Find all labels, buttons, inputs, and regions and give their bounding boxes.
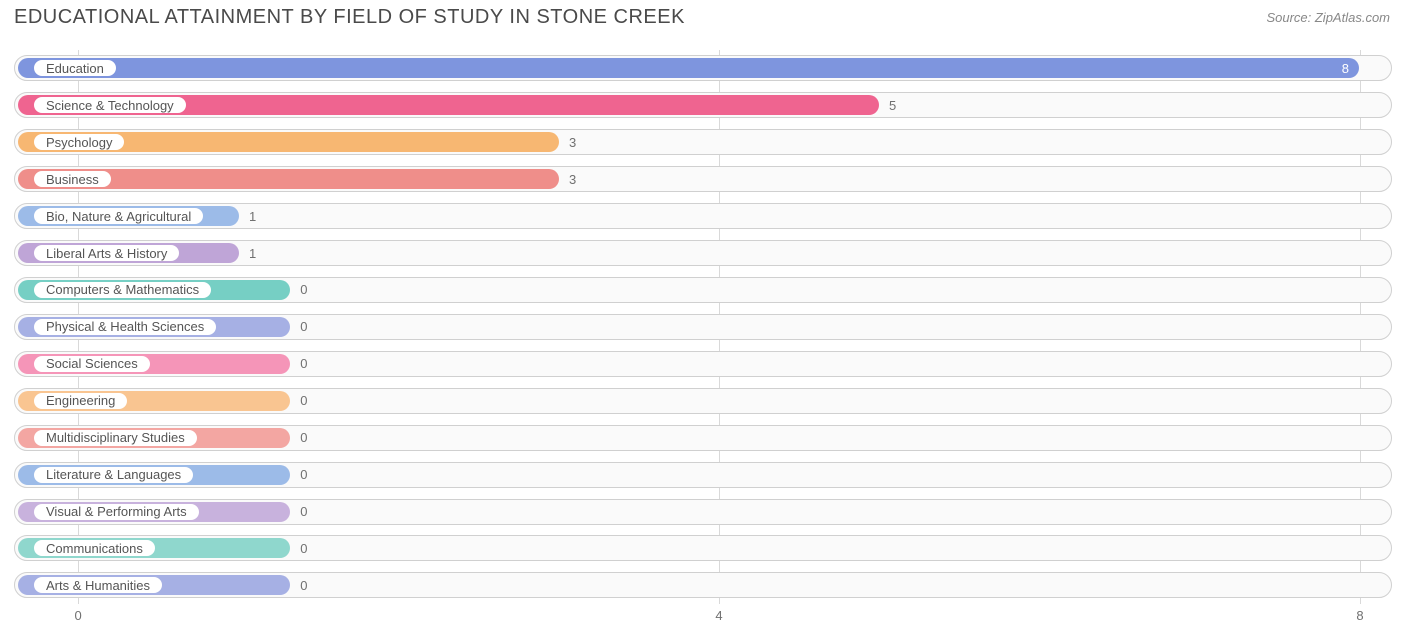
bar-category-label: Science & Technology <box>33 96 187 114</box>
bar-value-label: 0 <box>300 573 307 597</box>
bar-category-label: Liberal Arts & History <box>33 244 180 262</box>
bar-category-label: Education <box>33 59 117 77</box>
bar-value-label: 8 <box>1342 56 1349 80</box>
bar-category-label: Computers & Mathematics <box>33 281 212 299</box>
bar-row: Education 8 <box>14 55 1392 81</box>
bar-row: Business 3 <box>14 166 1392 192</box>
bar-row: Psychology 3 <box>14 129 1392 155</box>
bar-row: Multidisciplinary Studies 0 <box>14 425 1392 451</box>
bar-value-label: 5 <box>889 93 896 117</box>
bar-row: Communications 0 <box>14 535 1392 561</box>
bar-fill <box>18 58 1359 78</box>
bar-value-label: 3 <box>569 167 576 191</box>
bar-category-label: Multidisciplinary Studies <box>33 429 198 447</box>
bar-row: Visual & Performing Arts 0 <box>14 499 1392 525</box>
bar-value-label: 0 <box>300 315 307 339</box>
chart-plot-area: Education 8 Science & Technology 5 Psycholog… <box>14 50 1392 604</box>
bar-row: Liberal Arts & History 1 <box>14 240 1392 266</box>
bar-value-label: 0 <box>300 278 307 302</box>
bar-category-label: Social Sciences <box>33 355 151 373</box>
bar-row: Science & Technology 5 <box>14 92 1392 118</box>
bar-category-label: Psychology <box>33 133 125 151</box>
bar-category-label: Arts & Humanities <box>33 576 163 594</box>
bar-category-label: Bio, Nature & Agricultural <box>33 207 204 225</box>
bar-row: Engineering 0 <box>14 388 1392 414</box>
bar-row: Computers & Mathematics 0 <box>14 277 1392 303</box>
x-axis-tick: 8 <box>1356 608 1363 623</box>
bar-value-label: 0 <box>300 463 307 487</box>
bar-value-label: 0 <box>300 426 307 450</box>
source-attribution: Source: ZipAtlas.com <box>1266 10 1390 25</box>
bar-rows: Education 8 Science & Technology 5 Psycholog… <box>14 50 1392 604</box>
chart-title: EDUCATIONAL ATTAINMENT BY FIELD OF STUDY… <box>14 6 685 29</box>
bar-row: Arts & Humanities 0 <box>14 572 1392 598</box>
bar-category-label: Literature & Languages <box>33 466 194 484</box>
x-axis: 0 4 8 <box>14 608 1392 626</box>
bar-category-label: Physical & Health Sciences <box>33 318 217 336</box>
bar-value-label: 1 <box>249 241 256 265</box>
bar-category-label: Communications <box>33 539 156 557</box>
bar-category-label: Business <box>33 170 112 188</box>
bar-row: Social Sciences 0 <box>14 351 1392 377</box>
bar-row: Physical & Health Sciences 0 <box>14 314 1392 340</box>
bar-category-label: Visual & Performing Arts <box>33 503 200 521</box>
bar-value-label: 0 <box>300 389 307 413</box>
x-axis-tick: 0 <box>74 608 81 623</box>
bar-value-label: 0 <box>300 352 307 376</box>
bar-row: Bio, Nature & Agricultural 1 <box>14 203 1392 229</box>
bar-value-label: 3 <box>569 130 576 154</box>
bar-value-label: 1 <box>249 204 256 228</box>
bar-value-label: 0 <box>300 500 307 524</box>
bar-category-label: Engineering <box>33 392 128 410</box>
bar-value-label: 0 <box>300 536 307 560</box>
x-axis-tick: 4 <box>715 608 722 623</box>
bar-row: Literature & Languages 0 <box>14 462 1392 488</box>
